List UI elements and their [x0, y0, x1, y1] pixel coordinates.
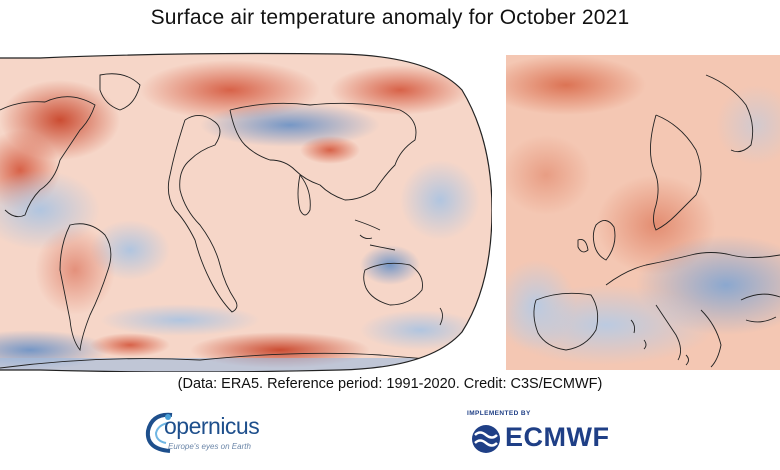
ecmwf-logo: IMPLEMENTED BY ECMWF — [463, 410, 623, 462]
europe-anomaly-map — [506, 55, 780, 370]
ecmwf-wordmark: ECMWF — [505, 422, 610, 452]
copernicus-emblem-icon — [145, 412, 173, 453]
figure-caption: (Data: ERA5. Reference period: 1991-2020… — [177, 376, 603, 392]
implemented-by-label: IMPLEMENTED BY — [467, 410, 531, 417]
copernicus-wordmark: opernicus — [164, 413, 260, 439]
figure-title: Surface air temperature anomaly for Octo… — [150, 6, 630, 29]
world-anomaly-map — [0, 52, 492, 372]
copernicus-tagline: Europe's eyes on Earth — [168, 442, 251, 451]
ecmwf-emblem-icon — [472, 425, 500, 453]
copernicus-logo: opernicus Europe's eyes on Earth — [138, 405, 278, 461]
